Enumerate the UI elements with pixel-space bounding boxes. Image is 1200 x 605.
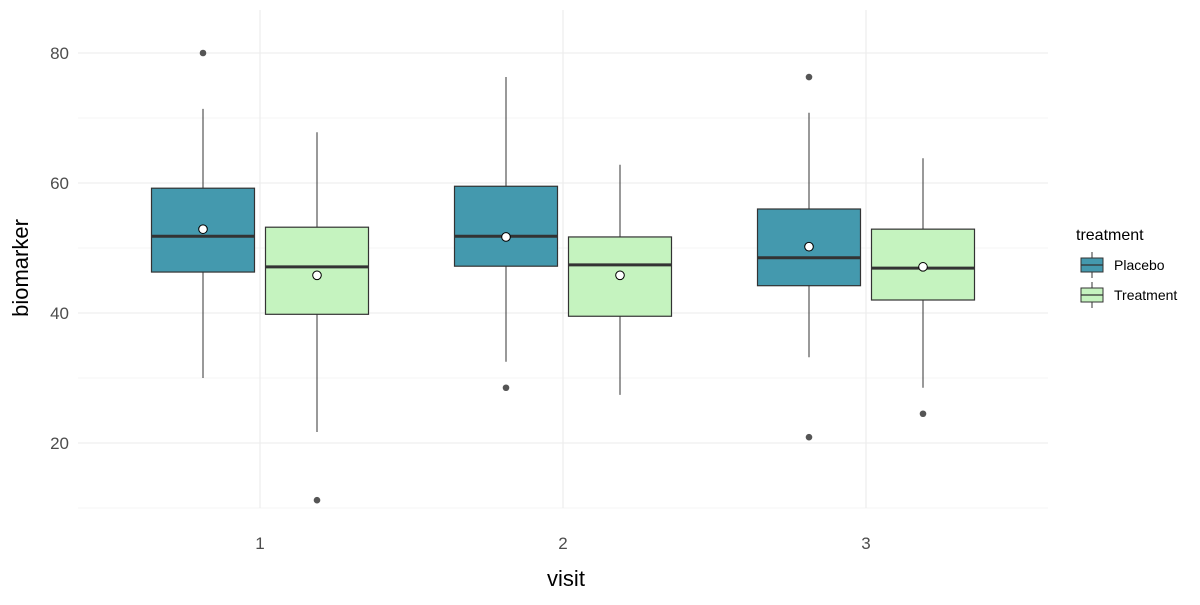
mean-point	[312, 270, 322, 281]
mean-point	[501, 232, 511, 242]
y-tick-label: 20	[50, 434, 69, 453]
mean-point	[198, 224, 208, 234]
x-axis-label: visit	[547, 566, 585, 591]
outlier-point	[199, 49, 207, 57]
y-axis-label: biomarker	[8, 219, 33, 317]
box-treatment-visit-3	[870, 158, 976, 418]
legend-label: Treatment	[1114, 287, 1177, 303]
x-tick-label: 3	[861, 534, 870, 553]
x-axis-ticks: 1 2 3	[255, 534, 870, 553]
box-placebo-visit-1	[150, 49, 256, 378]
box-iqr	[453, 185, 559, 267]
mean-point	[804, 241, 814, 252]
legend-title: treatment	[1076, 227, 1144, 244]
legend-item-placebo: Placebo	[1080, 252, 1165, 278]
outlier-point	[313, 496, 321, 504]
box-iqr	[756, 208, 862, 287]
outlier-point	[805, 433, 813, 441]
y-tick-label: 40	[50, 304, 69, 323]
box-placebo-visit-2	[453, 77, 559, 392]
mean-point	[918, 262, 928, 272]
x-tick-label: 2	[558, 534, 567, 553]
grid	[78, 10, 1048, 509]
mean-point	[615, 270, 625, 281]
boxes	[150, 49, 976, 504]
legend-item-treatment: Treatment	[1080, 282, 1177, 308]
outlier-point	[919, 410, 927, 418]
outlier-point	[502, 384, 510, 392]
box-treatment-visit-2	[567, 164, 673, 395]
y-axis-ticks: 20 40 60 80	[50, 44, 69, 453]
legend: treatment Placebo Treatment	[1076, 227, 1177, 308]
box-placebo-visit-3	[756, 73, 862, 441]
y-tick-label: 60	[50, 174, 69, 193]
outlier-point	[805, 73, 813, 81]
x-tick-label: 1	[255, 534, 264, 553]
legend-label: Placebo	[1114, 257, 1165, 273]
y-tick-label: 80	[50, 44, 69, 63]
box-treatment-visit-1	[264, 132, 370, 504]
